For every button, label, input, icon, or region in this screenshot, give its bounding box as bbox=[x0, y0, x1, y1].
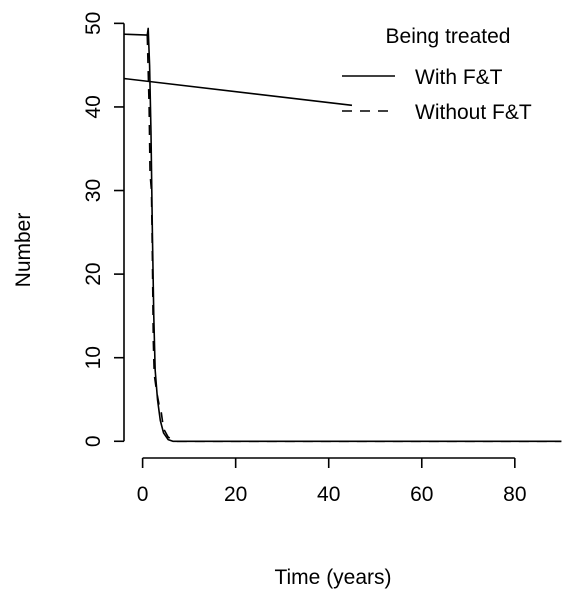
y-tick-label: 20 bbox=[82, 262, 105, 285]
axes: 0 20 40 60 80 0 10 20 30 40 50 bbox=[82, 12, 527, 506]
x-tick-label: 20 bbox=[224, 483, 247, 506]
legend-title: Being treated bbox=[386, 25, 511, 48]
y-tick-label: 30 bbox=[82, 179, 105, 202]
x-tick-label: 0 bbox=[137, 483, 149, 506]
series-line-0 bbox=[123, 27, 562, 443]
x-axis-title: Time (years) bbox=[274, 566, 391, 589]
y-tick-label: 50 bbox=[82, 12, 105, 35]
y-axis-title: Number bbox=[12, 213, 35, 288]
y-axis-ticks: 0 10 20 30 40 50 bbox=[82, 12, 124, 447]
x-tick-label: 60 bbox=[410, 483, 433, 506]
x-tick-label: 80 bbox=[503, 483, 526, 506]
y-tick-label: 40 bbox=[82, 95, 105, 118]
series-line-1 bbox=[146, 35, 562, 443]
x-axis-ticks: 0 20 40 60 80 bbox=[137, 458, 527, 506]
y-tick-label: 10 bbox=[82, 346, 105, 369]
y-tick-label: 0 bbox=[82, 435, 105, 447]
x-tick-label: 40 bbox=[317, 483, 340, 506]
legend-label-with-ft: With F&T bbox=[415, 66, 503, 89]
legend: Being treated With F&T Without F&T bbox=[342, 25, 532, 124]
series-line-2 bbox=[123, 77, 353, 107]
legend-label-without-ft: Without F&T bbox=[415, 101, 532, 124]
series-group bbox=[123, 27, 562, 443]
